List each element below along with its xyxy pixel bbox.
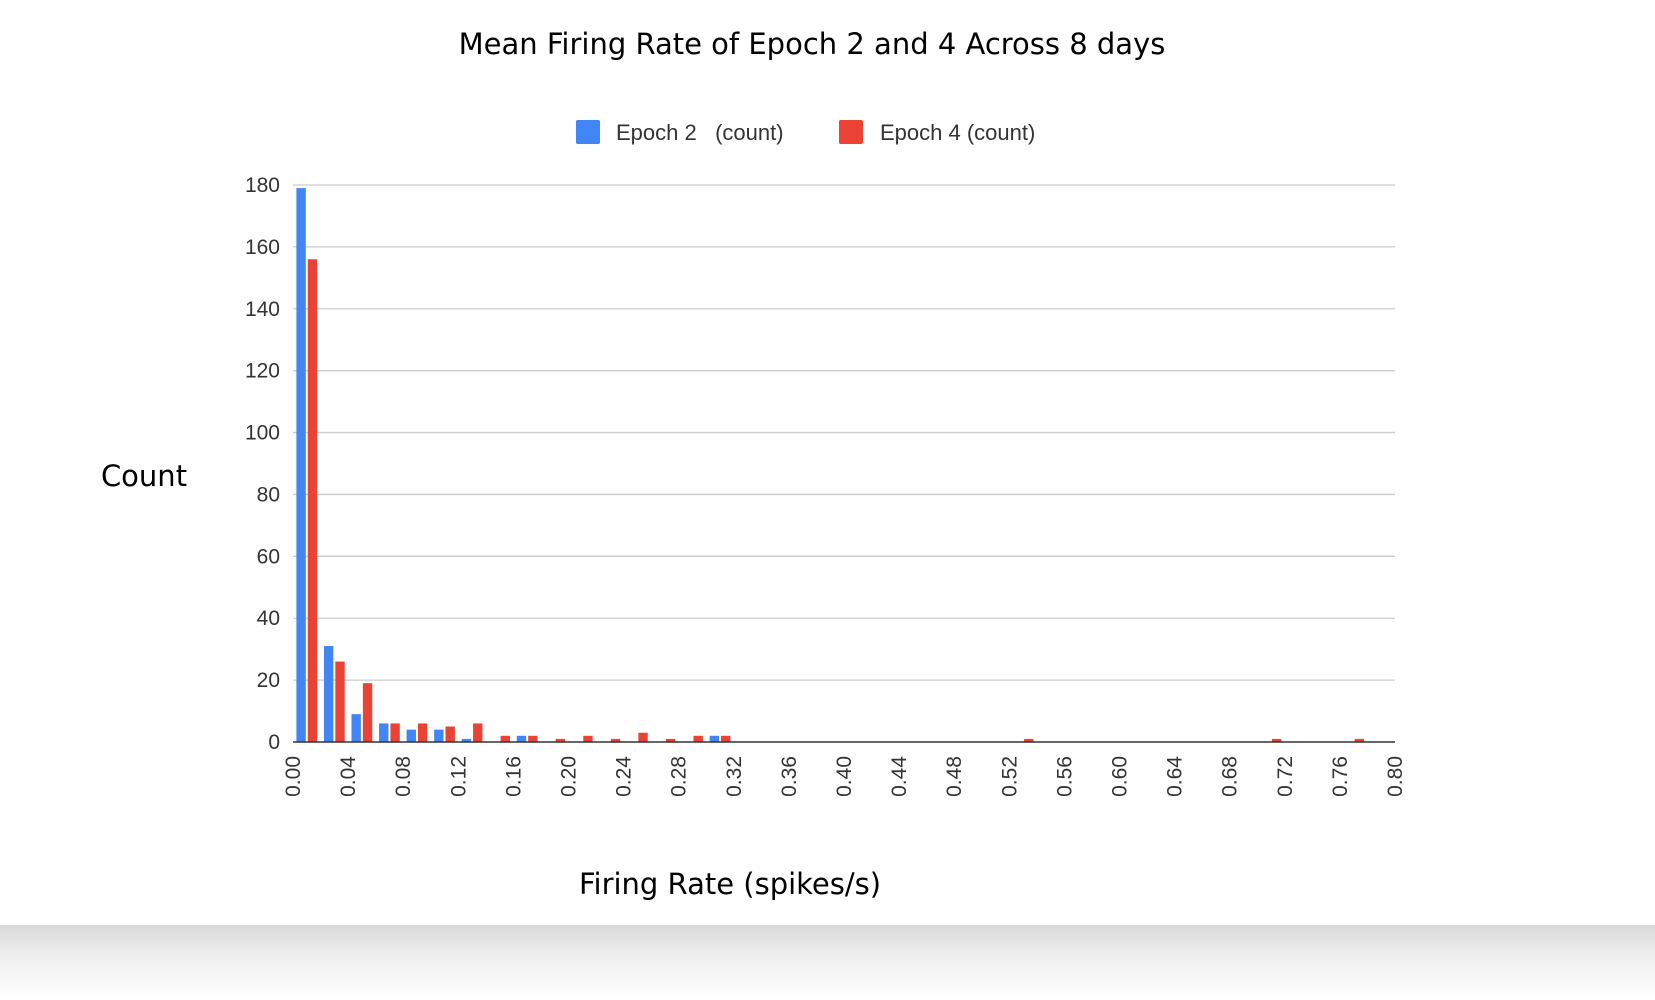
legend-label-epoch-2: Epoch 2 (count) — [616, 120, 784, 145]
bar-epoch-4 — [583, 735, 593, 742]
bar-epoch-4 — [473, 723, 483, 742]
x-tick-label: 0.72 — [1274, 756, 1297, 797]
bar-epoch-4 — [1272, 738, 1282, 742]
bar-epoch-4 — [665, 738, 676, 742]
y-tick-label: 20 — [257, 669, 280, 692]
bar-epoch-2 — [461, 738, 472, 742]
bar-epoch-2 — [323, 646, 334, 742]
bar-epoch-2 — [406, 729, 416, 742]
bar-epoch-2 — [516, 735, 527, 742]
x-tick-label: 0.48 — [943, 756, 966, 797]
x-tick-label: 0.04 — [337, 756, 360, 797]
x-tick-label: 0.68 — [1219, 756, 1242, 797]
y-tick-label: 160 — [245, 236, 280, 259]
y-tick-label: 120 — [245, 360, 280, 383]
bar-epoch-2 — [434, 729, 444, 742]
y-tick-label: 80 — [257, 483, 280, 506]
bar-epoch-4 — [555, 738, 566, 742]
y-tick-label: 60 — [257, 545, 280, 568]
gridlines — [293, 184, 1395, 681]
x-tick-label: 0.64 — [1164, 756, 1187, 797]
x-tick-label: 0.20 — [558, 756, 581, 797]
bar-epoch-4 — [362, 683, 373, 742]
x-tick-label: 0.60 — [1109, 756, 1132, 797]
legend-swatch-epoch-4 — [839, 120, 863, 144]
y-tick-label: 140 — [245, 298, 280, 321]
x-tick-label: 0.00 — [282, 756, 305, 797]
bar-epoch-4 — [307, 259, 318, 742]
x-tick-label: 0.32 — [723, 756, 746, 797]
x-tick-label: 0.24 — [613, 756, 636, 797]
bar-epoch-4 — [610, 738, 621, 742]
x-tick-label: 0.28 — [668, 756, 691, 797]
x-tick-label: 0.52 — [998, 756, 1021, 797]
x-tick-label: 0.56 — [1053, 756, 1076, 797]
bar-epoch-4 — [1354, 738, 1365, 742]
x-axis-ticks: 0.00 0.04 0.08 0.12 0.16 0.20 0.24 0.28 0.32 0.36… — [282, 756, 1407, 797]
bar-epoch-4 — [335, 661, 345, 742]
legend-label-epoch-4: Epoch 4 (count) — [880, 120, 1035, 145]
bar-epoch-4 — [693, 735, 703, 742]
y-tick-label: 100 — [245, 422, 280, 445]
bar-epoch-4 — [721, 735, 731, 742]
x-tick-label: 0.76 — [1329, 756, 1352, 797]
x-tick-label: 0.80 — [1384, 756, 1407, 797]
x-tick-label: 0.12 — [447, 756, 470, 797]
x-tick-label: 0.36 — [778, 756, 801, 797]
y-axis-title: Count — [101, 459, 187, 493]
bar-epoch-2 — [709, 735, 720, 742]
x-tick-label: 0.16 — [502, 756, 525, 797]
chart-title: Mean Firing Rate of Epoch 2 and 4 Across… — [459, 27, 1166, 61]
y-axis-ticks: 0 20 40 60 80 100 120 140 160 180 — [245, 174, 280, 754]
bar-epoch-2 — [351, 714, 361, 742]
bar-epoch-4 — [528, 735, 538, 742]
y-tick-label: 180 — [245, 174, 280, 197]
y-tick-label: 40 — [257, 607, 280, 630]
bar-epoch-2 — [296, 188, 306, 742]
bar-epoch-4 — [445, 726, 455, 742]
bottom-shadow — [0, 925, 1655, 1000]
bar-epoch-4 — [500, 735, 510, 742]
bar-epoch-4 — [1024, 738, 1034, 742]
x-tick-label: 0.40 — [833, 756, 856, 797]
x-tick-label: 0.44 — [888, 756, 911, 797]
bar-epoch-4 — [638, 732, 648, 742]
y-tick-label: 0 — [268, 731, 280, 754]
legend-swatch-epoch-2 — [576, 120, 600, 144]
x-tick-label: 0.08 — [392, 756, 415, 797]
x-axis-title: Firing Rate (spikes/s) — [579, 867, 881, 901]
bar-epoch-4 — [390, 723, 400, 742]
bar-epoch-2 — [379, 723, 389, 742]
legend: Epoch 2 (count) Epoch 4 (count) — [576, 120, 1035, 145]
bars — [296, 188, 1365, 742]
bar-epoch-4 — [417, 723, 428, 742]
